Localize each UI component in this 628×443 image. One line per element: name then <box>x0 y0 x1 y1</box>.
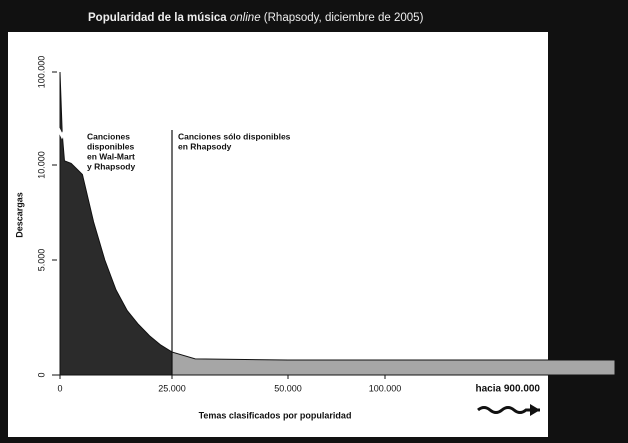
title-italic: online <box>230 12 261 24</box>
x-tick-label: 50.000 <box>274 383 302 393</box>
x-tick-label: hacia 900.000 <box>476 384 541 395</box>
annotation: disponibles <box>87 141 135 151</box>
y-tick-label: 0 <box>36 372 46 377</box>
annotation: en Wal-Mart <box>87 151 135 161</box>
title-main: Popularidad de la música <box>88 12 227 24</box>
area <box>171 351 616 376</box>
annotation: en Rhapsody <box>178 141 232 151</box>
chart-title: Popularidad de la música online (Rhapsod… <box>88 12 424 24</box>
area <box>59 71 173 376</box>
annotation: y Rhapsody <box>87 161 135 171</box>
x-tick-label: 25.000 <box>158 383 186 393</box>
annotation: Canciones <box>87 131 130 141</box>
title-rest: (Rhapsody, diciembre de 2005) <box>264 12 424 24</box>
arrow-wave <box>477 406 540 414</box>
axis-break <box>52 124 88 140</box>
annotation: Canciones sólo disponibles <box>178 131 291 141</box>
x-tick-label: 0 <box>57 383 62 393</box>
y-tick-label: 100.000 <box>36 56 46 89</box>
x-axis-label: Temas clasificados por popularidad <box>199 410 352 420</box>
y-tick-label: 5.000 <box>36 249 46 272</box>
y-tick-label: 10.000 <box>36 151 46 179</box>
y-axis-label: Descargas <box>14 192 24 238</box>
arrow-head <box>530 404 540 416</box>
x-tick-label: 100.000 <box>369 383 402 393</box>
